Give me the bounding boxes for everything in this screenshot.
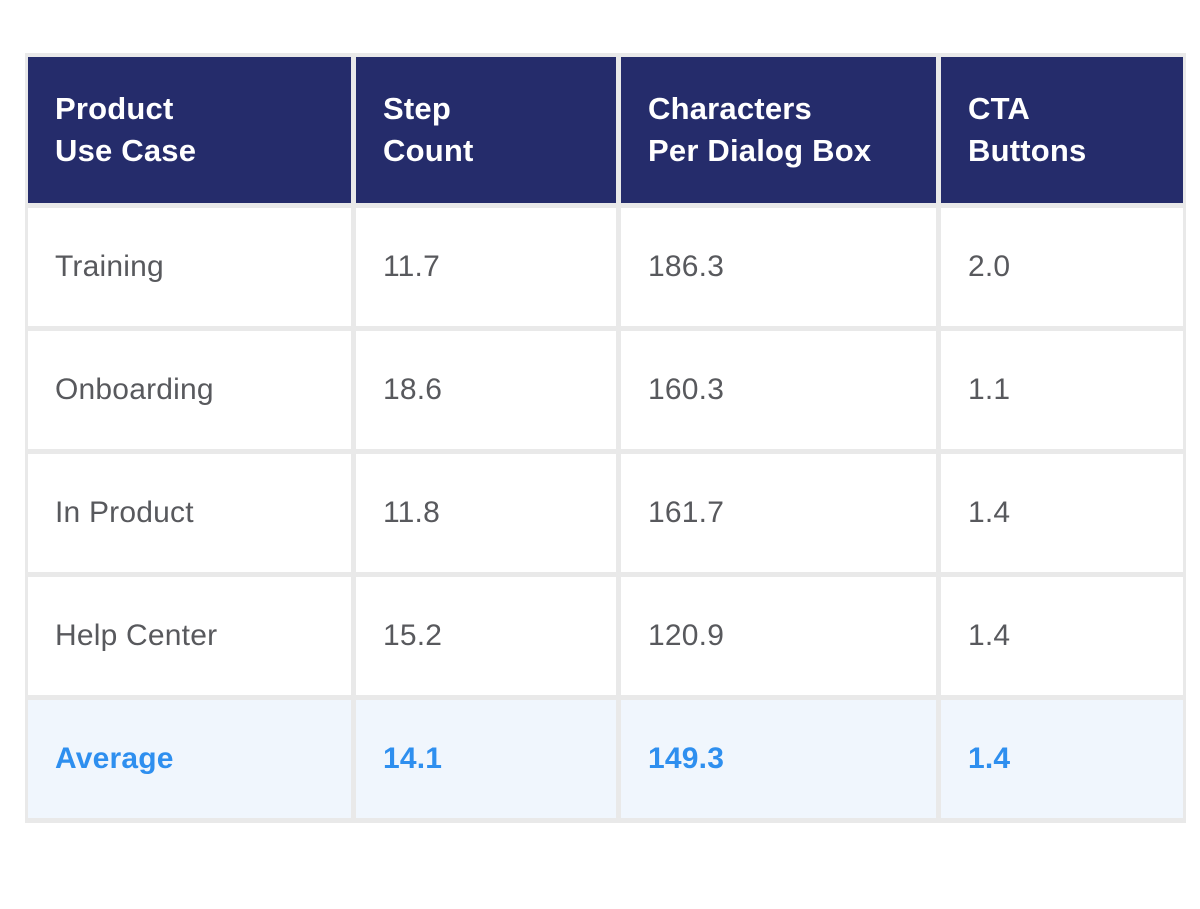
header-cell-step-count: Step Count <box>356 57 616 203</box>
average-cell: 1.4 <box>941 700 1183 818</box>
table-cell: 11.7 <box>356 208 616 326</box>
row-label: Onboarding <box>28 331 351 449</box>
table-cell: 15.2 <box>356 577 616 695</box>
average-cell: 14.1 <box>356 700 616 818</box>
table-cell: 161.7 <box>621 454 936 572</box>
data-table: Product Use Case Step Count Characters P… <box>25 53 1186 823</box>
header-cell-cta-buttons: CTA Buttons <box>941 57 1183 203</box>
table-cell: 2.0 <box>941 208 1183 326</box>
row-label: In Product <box>28 454 351 572</box>
table-cell: 1.4 <box>941 577 1183 695</box>
average-cell: 149.3 <box>621 700 936 818</box>
average-row-label: Average <box>28 700 351 818</box>
table-cell: 11.8 <box>356 454 616 572</box>
header-cell-characters-per-dialog-box: Characters Per Dialog Box <box>621 57 936 203</box>
table-cell: 1.4 <box>941 454 1183 572</box>
table-cell: 160.3 <box>621 331 936 449</box>
table-cell: 186.3 <box>621 208 936 326</box>
row-label: Help Center <box>28 577 351 695</box>
row-label: Training <box>28 208 351 326</box>
table-cell: 18.6 <box>356 331 616 449</box>
header-cell-product-use-case: Product Use Case <box>28 57 351 203</box>
table-cell: 120.9 <box>621 577 936 695</box>
table-cell: 1.1 <box>941 331 1183 449</box>
